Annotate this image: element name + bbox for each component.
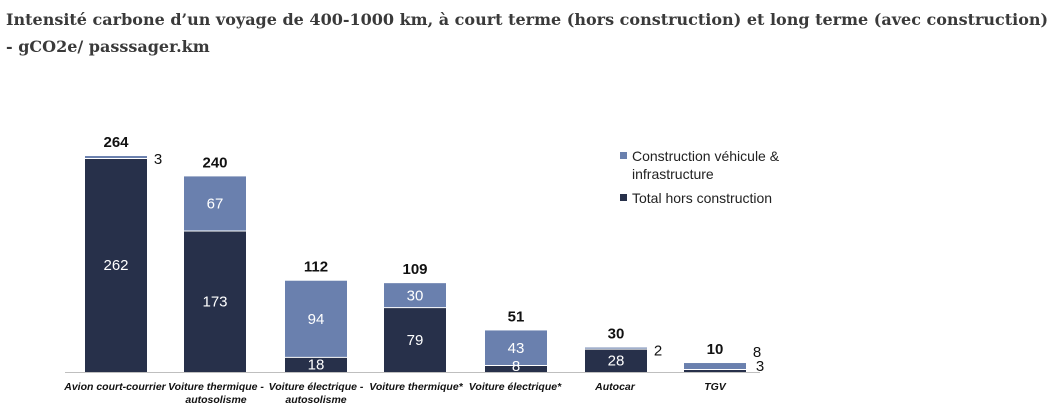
data-label-total: 30 [608,326,625,343]
x-tick-label: Voiture électrique* [469,381,562,393]
data-label-construction: 43 [508,340,525,357]
data-label-total: 51 [508,308,525,325]
bar-segment-construction [85,156,147,159]
bar-segment-construction [684,363,746,370]
x-tick-label: Voiture thermique* [369,381,463,393]
legend-label: Construction véhicule & infrastructure [632,148,780,182]
data-label-hors-construction: 8 [512,358,520,375]
data-label-total: 10 [707,341,724,358]
data-label-total: 112 [304,259,328,276]
data-label-hors-construction: 18 [308,357,325,374]
x-tick-label: Autocar [594,381,636,393]
bar-segment-construction [184,176,246,232]
legend-item: Construction véhicule & infrastructure [620,147,820,183]
data-label-construction: 3 [154,151,162,168]
bar-segment-hors-construction [384,307,446,372]
data-label-construction: 94 [308,311,325,328]
bar-segment-hors-construction [585,349,647,372]
bar-segment-construction [485,330,547,366]
data-label-total: 240 [202,154,227,171]
data-label-construction: 67 [207,196,224,213]
chart-legend: Construction véhicule & infrastructure To… [620,147,820,213]
x-tick-label: Voiture thermique - [168,381,264,393]
legend-swatch [620,194,627,201]
x-tick-label: autosolisme [285,394,346,406]
bar-segment-hors-construction [485,365,547,372]
x-tick-label: Avion court-courrier [63,381,166,393]
bar-segment-hors-construction [85,158,147,372]
data-label-total: 109 [402,261,427,278]
data-label-construction: 2 [654,343,662,360]
chart-title: Intensité carbone d’un voyage de 400-100… [6,10,1049,56]
data-label-construction: 8 [753,344,761,361]
legend-item: Total hors construction [620,189,820,207]
bar-segment-hors-construction [285,357,347,372]
data-label-hors-construction: 262 [103,257,128,274]
data-label-total: 264 [103,134,129,151]
legend-swatch [620,152,627,159]
data-label-hors-construction: 79 [407,332,424,349]
data-label-hors-construction: 3 [756,358,764,375]
data-label-construction: 30 [407,287,424,304]
data-label-hors-construction: 173 [202,294,227,311]
x-tick-label: autosolisme [185,394,246,406]
bar-segment-hors-construction [184,231,246,372]
bar-segment-hors-construction [684,369,746,372]
legend-label: Total hors construction [632,190,773,206]
x-tick-label: Voiture électrique - [269,381,364,393]
bar-segment-construction [585,347,647,350]
bar-segment-construction [384,283,446,308]
bar-segment-construction [285,280,347,358]
data-label-hors-construction: 28 [608,353,625,370]
x-tick-label: TGV [704,381,727,393]
